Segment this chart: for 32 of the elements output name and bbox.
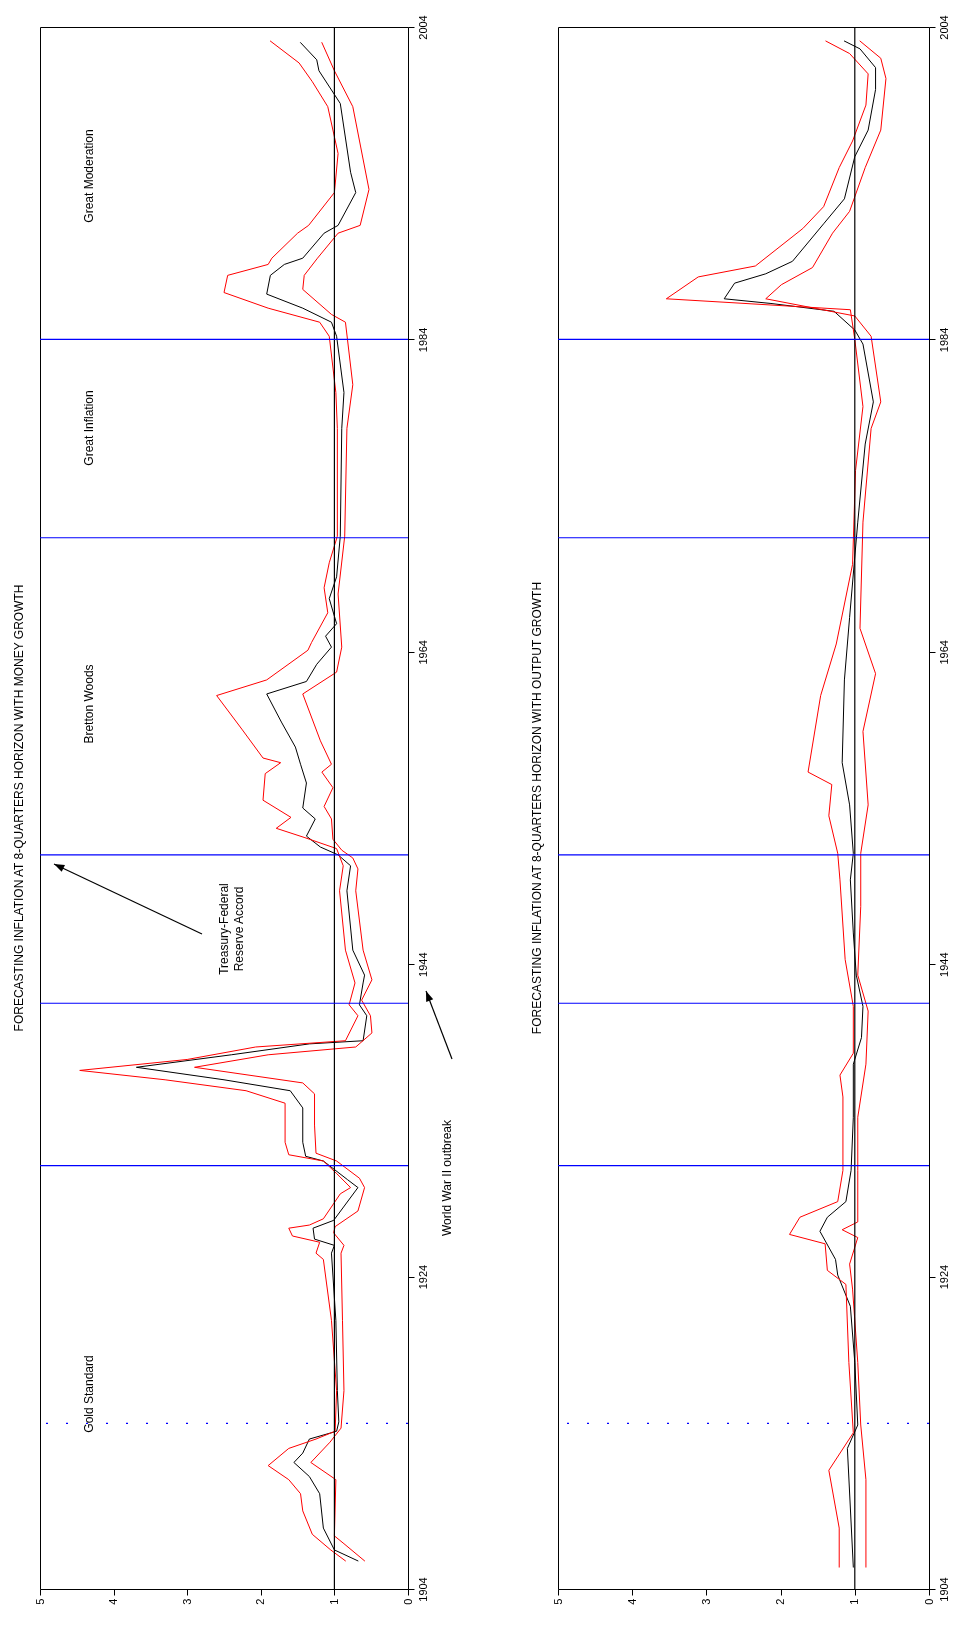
y-tick-label: 1964	[937, 640, 950, 665]
x-tick-label: 1	[327, 1598, 340, 1605]
text: World War II outbreak	[440, 1118, 454, 1237]
y-tick-label: 2004	[937, 15, 950, 40]
x-tick-label: 5	[551, 1598, 564, 1605]
x-tick-label: 5	[33, 1598, 46, 1605]
y-tick-label: 1904	[937, 1577, 950, 1602]
text: FORECASTING INFLATION AT 8-QUARTERS HORIZON WITH MONEY GROWTH	[12, 584, 26, 1032]
annotation: Great Inflation	[82, 390, 96, 466]
y-tick-label: 1944	[937, 952, 950, 977]
x-tick-label: 4	[625, 1598, 638, 1605]
y-tick-label: 1984	[937, 327, 950, 353]
x-tick-label: 3	[699, 1598, 712, 1605]
annotation: Great Moderation	[82, 129, 96, 223]
x-tick-label: 2	[254, 1598, 267, 1605]
x-tick-label: 3	[180, 1598, 193, 1605]
y-tick-label: 1984	[416, 327, 429, 353]
y-tick-label: 1964	[416, 640, 429, 665]
y-tick-label: 1904	[416, 1577, 429, 1602]
annotation: Gold Standard	[82, 1355, 96, 1433]
x-tick-label: 1	[848, 1598, 861, 1605]
y-tick-label: 1944	[416, 952, 429, 977]
x-tick-label: 0	[401, 1598, 414, 1605]
annotation: Bretton Woods	[82, 664, 96, 744]
y-tick-label: 1924	[416, 1264, 429, 1290]
text: FORECASTING INFLATION AT 8-QUARTERS HORIZON WITH OUTPUT GROWTH	[530, 581, 544, 1035]
annotation: Treasury-Federal Reserve Accord	[217, 883, 246, 975]
x-tick-label: 0	[922, 1598, 935, 1605]
y-tick-label: 1924	[937, 1264, 950, 1290]
x-tick-label: 2	[774, 1598, 787, 1605]
x-tick-label: 4	[107, 1598, 120, 1605]
y-tick-label: 2004	[416, 15, 429, 40]
